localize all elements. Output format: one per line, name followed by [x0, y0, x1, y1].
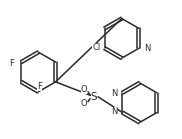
Text: O: O: [81, 99, 87, 108]
Text: S: S: [91, 92, 97, 102]
Text: N: N: [111, 107, 117, 116]
Text: N: N: [111, 89, 117, 98]
Text: F: F: [9, 59, 14, 68]
Text: F: F: [37, 82, 42, 91]
Text: N: N: [144, 44, 150, 53]
Text: O: O: [81, 85, 87, 94]
Text: Cl: Cl: [92, 43, 101, 52]
